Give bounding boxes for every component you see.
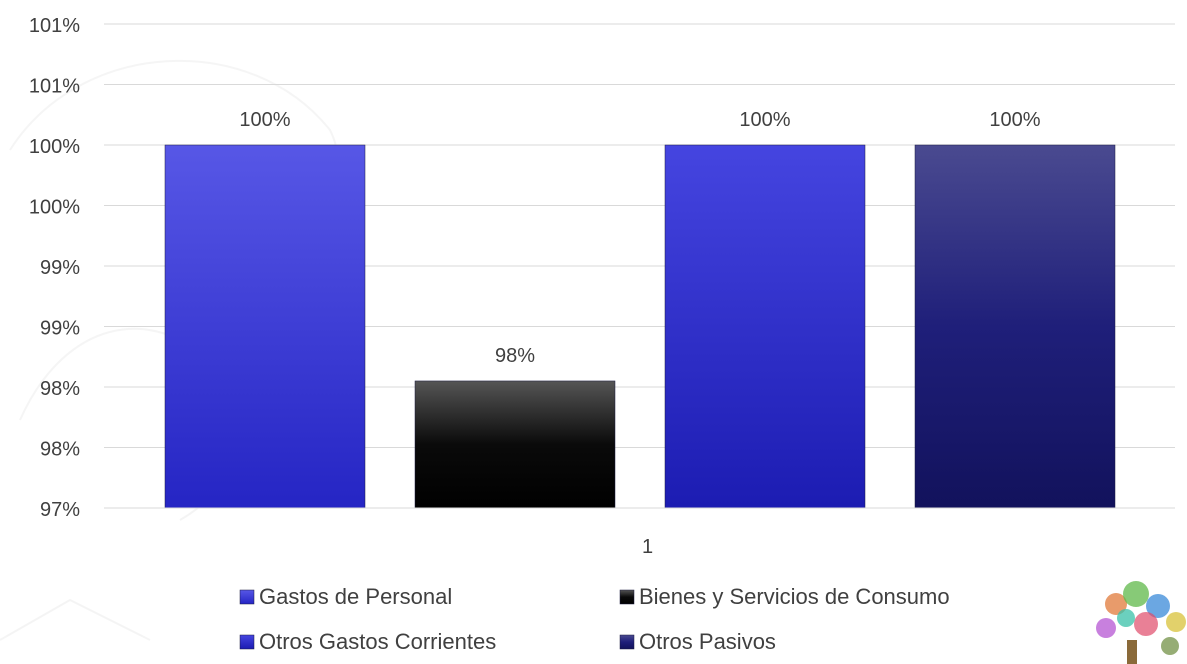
bars [164,144,1116,509]
y-tick-label: 98% [40,378,80,400]
data-label: 100% [239,109,290,131]
legend: Gastos de Personal Bienes y Servicios de … [239,584,950,654]
legend-label: Otros Pasivos [639,629,776,654]
bar-otros-gastos-corrientes [664,144,866,509]
tree-logo [1096,581,1186,664]
y-axis: 97% 98% 98% 99% 99% 100% 100% 101% 101% [29,15,80,521]
data-label: 100% [739,109,790,131]
data-label: 98% [495,345,535,367]
y-tick-label: 97% [40,499,80,521]
bar-gastos-de-personal [164,144,366,509]
legend-swatch [239,589,255,605]
y-tick-label: 100% [29,136,80,158]
legend-label: Bienes y Servicios de Consumo [639,584,950,609]
data-label: 100% [989,109,1040,131]
y-tick-label: 98% [40,439,80,461]
legend-label: Gastos de Personal [259,584,452,609]
y-tick-label: 99% [40,318,80,340]
legend-label: Otros Gastos Corrientes [259,629,496,654]
y-tick-label: 99% [40,257,80,279]
y-tick-label: 101% [29,15,80,37]
legend-swatch [239,634,255,650]
y-tick-label: 100% [29,197,80,219]
legend-swatch [619,589,635,605]
x-tick-label: 1 [642,536,653,558]
legend-swatch [619,634,635,650]
bar-bienes-y-servicios-de-consumo [414,380,616,509]
x-axis: 1 [104,507,1175,558]
bar-otros-pasivos [914,144,1116,509]
data-labels: 100% 98% 100% 100% [239,109,1040,367]
y-tick-label: 101% [29,76,80,98]
